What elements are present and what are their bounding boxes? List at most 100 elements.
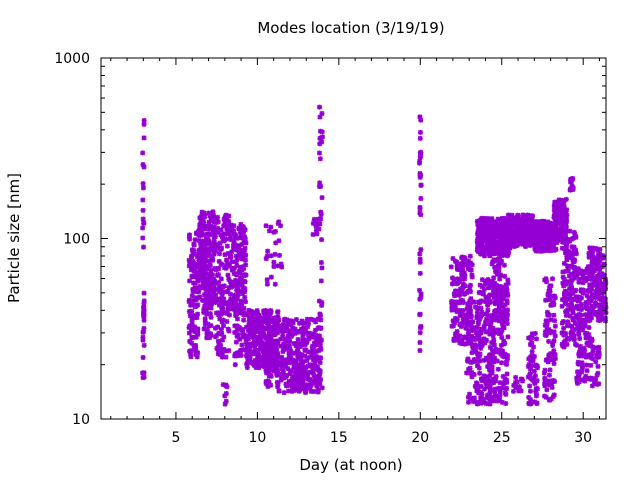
scatter-point xyxy=(485,302,491,308)
scatter-point xyxy=(272,229,278,235)
scatter-point xyxy=(455,292,461,298)
scatter-point xyxy=(243,336,249,342)
scatter-point xyxy=(474,309,480,315)
scatter-point xyxy=(267,367,273,373)
scatter-point xyxy=(209,256,215,262)
scatter-point xyxy=(189,319,195,325)
scatter-point xyxy=(476,239,482,245)
scatter-point xyxy=(512,218,518,224)
scatter-point xyxy=(475,363,481,369)
scatter-point xyxy=(497,347,503,353)
scatter-point xyxy=(300,359,306,365)
scatter-point xyxy=(285,321,291,327)
scatter-point xyxy=(209,301,215,307)
scatter-point xyxy=(474,381,480,387)
scatter-point xyxy=(503,251,509,257)
scatter-point xyxy=(597,251,603,257)
scatter-point xyxy=(190,315,196,321)
scatter-point xyxy=(266,228,272,234)
scatter-point xyxy=(215,338,221,344)
scatter-point xyxy=(519,230,525,236)
scatter-point xyxy=(484,242,490,248)
scatter-point xyxy=(545,222,551,228)
scatter-point xyxy=(229,282,235,288)
scatter-point xyxy=(600,255,606,261)
scatter-point xyxy=(560,236,566,242)
scatter-point xyxy=(246,325,252,331)
scatter-point xyxy=(589,351,595,357)
scatter-point xyxy=(550,299,556,305)
scatter-point xyxy=(140,304,146,310)
scatter-point xyxy=(272,320,278,326)
scatter-point xyxy=(206,210,212,216)
scatter-point xyxy=(268,349,274,355)
scatter-point xyxy=(236,235,242,241)
scatter-point xyxy=(563,248,569,254)
scatter-point xyxy=(204,335,210,341)
scatter-point xyxy=(570,235,576,241)
scatter-point xyxy=(496,249,502,255)
scatter-point xyxy=(462,276,468,282)
scatter-point xyxy=(284,337,290,343)
scatter-point xyxy=(579,317,585,323)
scatter-point xyxy=(311,216,317,222)
scatter-point xyxy=(253,316,259,322)
scatter-point xyxy=(544,318,550,324)
scatter-points xyxy=(140,104,609,407)
scatter-point xyxy=(141,314,147,320)
scatter-point xyxy=(492,300,498,306)
scatter-point xyxy=(584,368,590,374)
scatter-point xyxy=(319,300,325,306)
scatter-point xyxy=(590,376,596,382)
scatter-point xyxy=(552,333,558,339)
scatter-point xyxy=(318,260,324,266)
scatter-point xyxy=(475,321,481,327)
scatter-point xyxy=(533,388,539,394)
scatter-point xyxy=(243,262,249,268)
scatter-point xyxy=(199,267,205,273)
scatter-point xyxy=(476,333,482,339)
scatter-point xyxy=(564,207,570,213)
scatter-point xyxy=(472,349,478,355)
scatter-point xyxy=(602,318,608,324)
scatter-point xyxy=(573,251,579,257)
scatter-point xyxy=(484,311,490,317)
scatter-point xyxy=(222,231,228,237)
scatter-point xyxy=(489,367,495,373)
scatter-point xyxy=(482,378,488,384)
scatter-point xyxy=(473,336,479,342)
scatter-point xyxy=(540,219,546,225)
scatter-point xyxy=(541,248,547,254)
scatter-point xyxy=(450,275,456,281)
scatter-point xyxy=(597,288,603,294)
scatter-point xyxy=(487,241,493,247)
scatter-point xyxy=(282,336,288,342)
scatter-point xyxy=(417,151,423,157)
scatter-point xyxy=(535,233,541,239)
scatter-point xyxy=(275,350,281,356)
scatter-point xyxy=(568,300,574,306)
scatter-point xyxy=(588,298,594,304)
scatter-point xyxy=(243,272,249,278)
scatter-point xyxy=(569,333,575,339)
scatter-point xyxy=(504,371,510,377)
scatter-point xyxy=(474,388,480,394)
scatter-point xyxy=(228,222,234,228)
scatter-point xyxy=(208,323,214,329)
scatter-point xyxy=(264,311,270,317)
scatter-point xyxy=(527,396,533,402)
scatter-point xyxy=(597,302,603,308)
scatter-point xyxy=(486,294,492,300)
scatter-point xyxy=(577,335,583,341)
scatter-point xyxy=(555,215,561,221)
scatter-point xyxy=(209,284,215,290)
scatter-point xyxy=(202,321,208,327)
scatter-point xyxy=(583,353,589,359)
scatter-point xyxy=(590,356,596,362)
scatter-point xyxy=(566,335,572,341)
scatter-point xyxy=(319,237,325,243)
scatter-point xyxy=(266,351,272,357)
scatter-point xyxy=(502,376,508,382)
scatter-point xyxy=(596,345,602,351)
scatter-point xyxy=(531,231,537,237)
